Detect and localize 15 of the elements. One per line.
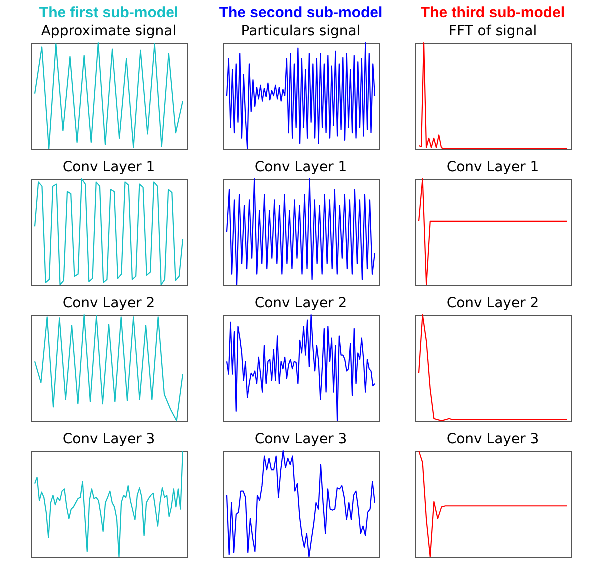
chart-title: Conv Layer 3 [254,431,348,448]
chart-title: Conv Layer 1 [446,159,540,176]
chart-title: Conv Layer 2 [254,295,348,312]
chart-title: The third sub-model [420,4,566,22]
chart-title: Conv Layer 2 [446,295,540,312]
chart-title: Conv Layer 3 [62,431,156,448]
chart-title: Conv Layer 3 [446,431,540,448]
chart-title: The second sub-model [219,4,383,22]
chart-subtitle: Particulars signal [241,23,361,40]
chart-title: Conv Layer 1 [62,159,156,176]
chart-title: Conv Layer 2 [62,295,156,312]
chart-title: The first sub-model [39,4,179,22]
chart-subtitle: Approximate signal [41,23,177,40]
chart-subtitle: FFT of signal [448,23,538,40]
chart-title: Conv Layer 1 [254,159,348,176]
